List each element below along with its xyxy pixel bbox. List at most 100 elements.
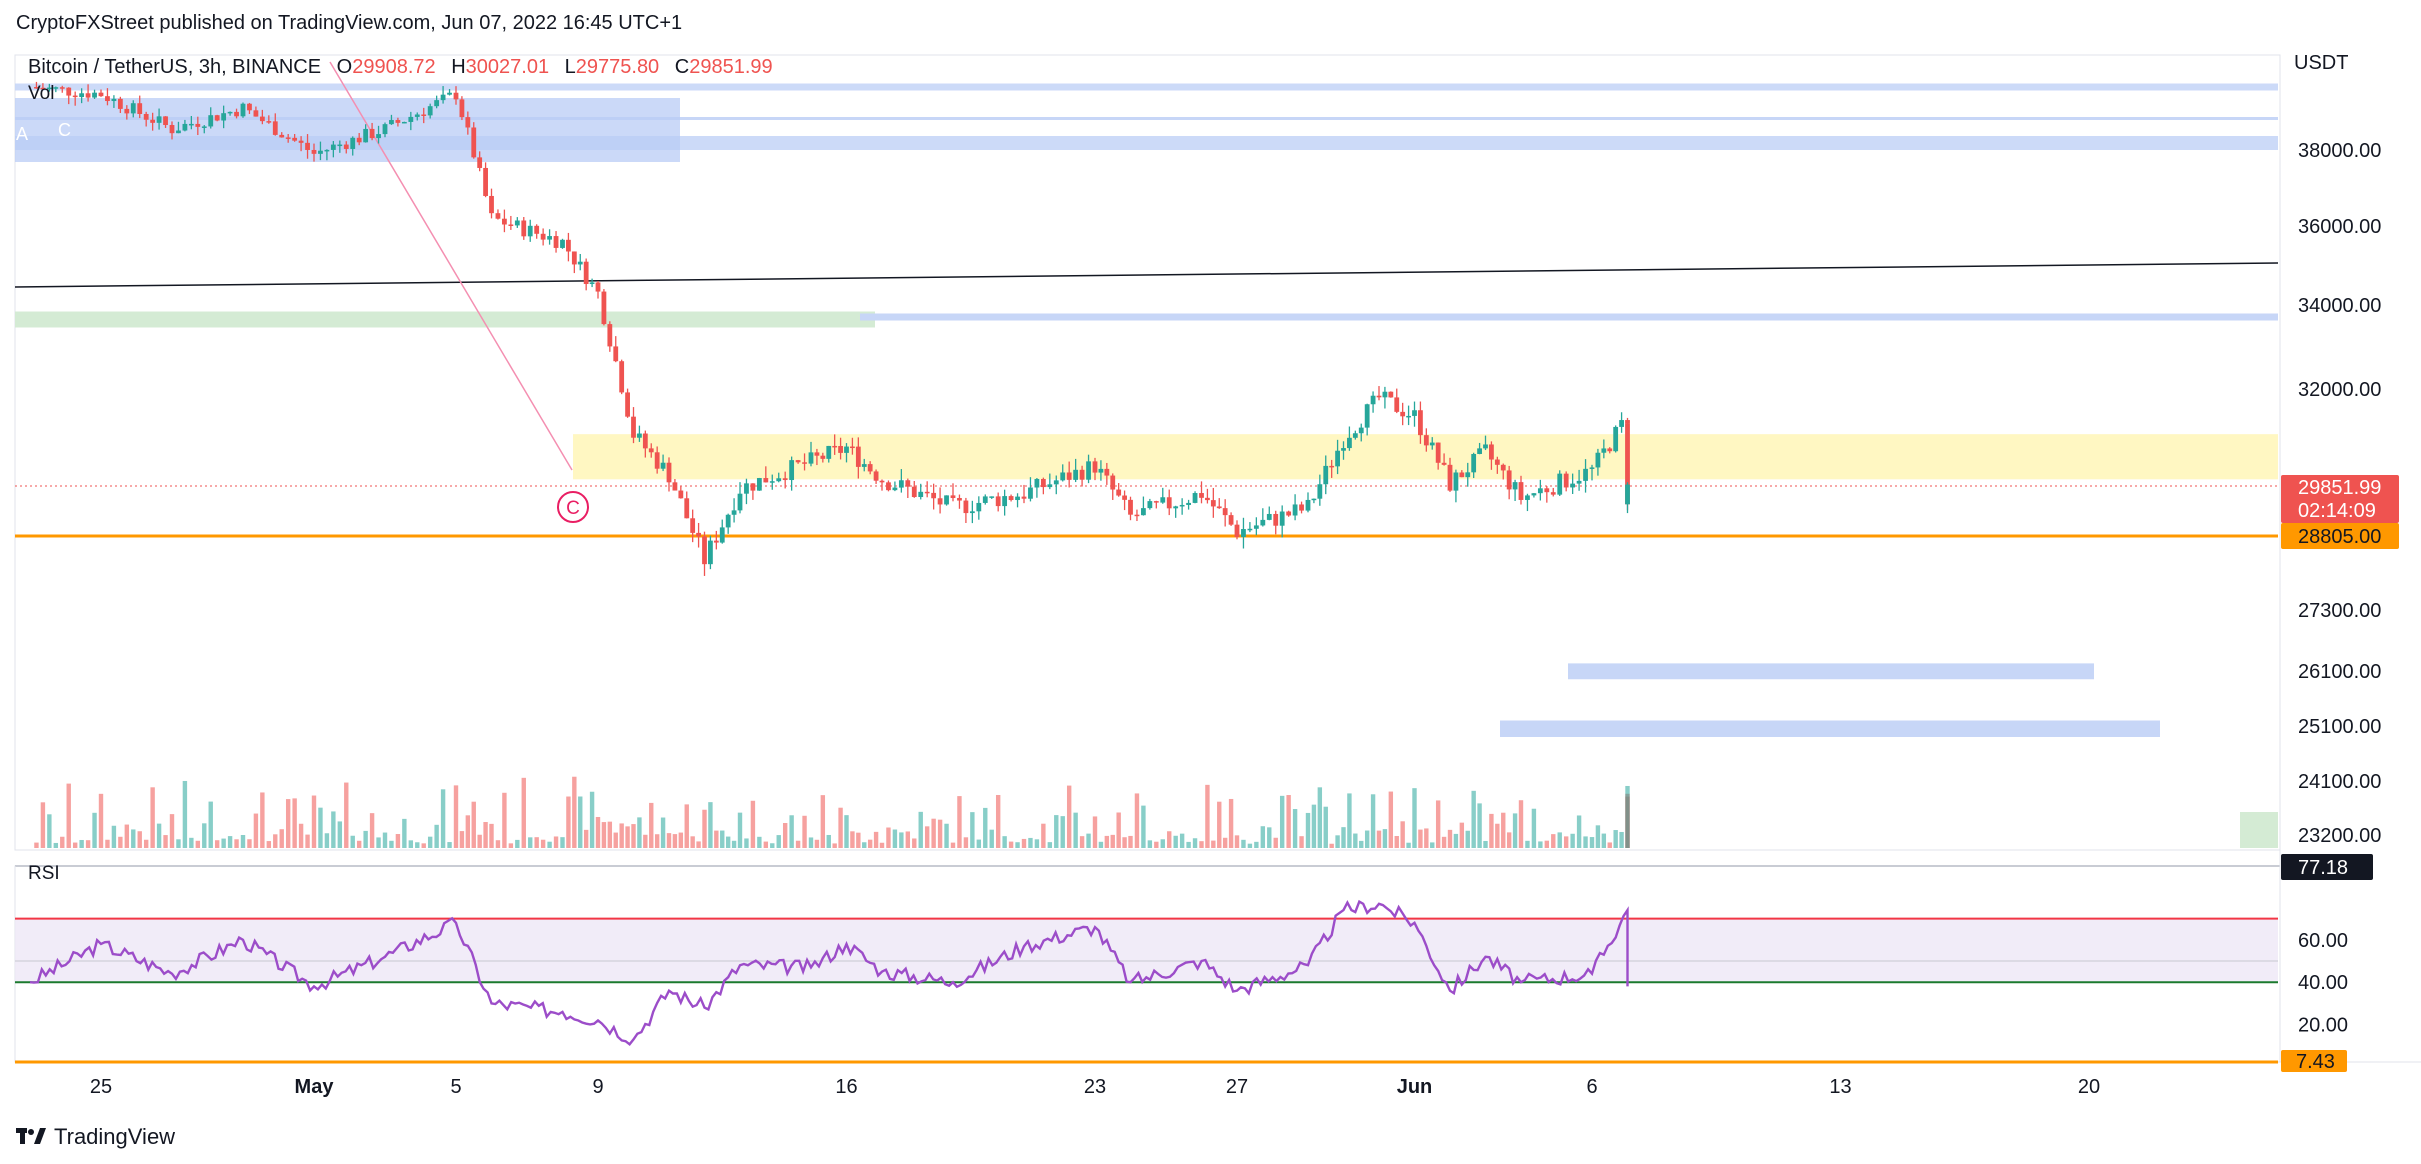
time-tick-label: 16: [835, 1076, 857, 1098]
candle-body: [737, 493, 743, 511]
volume-bar: [1092, 816, 1098, 848]
candle-body: [1002, 496, 1008, 507]
candle-body: [1134, 514, 1140, 517]
time-tick-label: Jun: [1397, 1076, 1433, 1098]
volume-bar: [1506, 832, 1512, 848]
candle-body: [1500, 464, 1506, 471]
volume-bar: [708, 802, 713, 848]
volume-bar: [447, 842, 452, 848]
volume-bar: [1495, 823, 1500, 848]
candle-body: [637, 433, 642, 438]
last-price-value: 29851.99: [2298, 477, 2381, 499]
volume-bar: [1110, 834, 1115, 848]
candle-body: [969, 511, 975, 514]
candle-body: [534, 225, 540, 234]
candle-body: [1400, 411, 1406, 417]
volume-bar: [1430, 842, 1435, 848]
candle-body: [279, 134, 285, 138]
volume-bar: [1317, 787, 1323, 848]
last-price-badge: [2281, 475, 2399, 524]
candle-body: [188, 123, 194, 126]
candle-body: [898, 480, 904, 488]
volume-bar: [434, 824, 439, 848]
volume-bar: [690, 836, 695, 848]
volume-bar: [1247, 843, 1253, 848]
volume-bar: [776, 835, 781, 848]
candle-body: [1079, 469, 1085, 480]
price-tick-label: 36000.00: [2298, 216, 2381, 238]
volume-bar: [1538, 841, 1543, 848]
candle-body: [708, 540, 713, 565]
candle-body: [1073, 469, 1079, 480]
tradingview-logo[interactable]: TradingView: [16, 1124, 175, 1150]
volume-bar: [489, 823, 494, 848]
volume-bar: [92, 812, 97, 848]
candles: [34, 81, 1630, 576]
volume-bar: [1260, 826, 1266, 848]
candle-body: [540, 233, 546, 240]
volume-bar: [684, 804, 689, 848]
volume-bar: [1394, 836, 1399, 848]
candle-body: [150, 119, 156, 123]
volume-bar: [163, 835, 168, 848]
candle-body: [1376, 395, 1382, 398]
volume-bar: [832, 843, 837, 848]
candle-body: [1305, 499, 1311, 511]
volume-bar: [415, 842, 420, 848]
volume-bar: [1154, 841, 1159, 848]
volume-bar: [850, 831, 855, 848]
candle-body: [440, 94, 446, 101]
candle-body: [957, 498, 962, 501]
candle-body: [414, 114, 420, 117]
symbol-legend[interactable]: Bitcoin / TetherUS, 3h, BINANCE O29908.7…: [28, 56, 773, 79]
volume-bars: [34, 776, 1630, 848]
candle-body: [1459, 472, 1465, 478]
volume-bar: [1086, 833, 1091, 848]
time-tick-label: 25: [90, 1076, 112, 1098]
volume-bar: [1173, 835, 1178, 848]
high-label: H: [451, 56, 466, 78]
volume-bar: [1311, 804, 1317, 848]
candle-body: [483, 167, 488, 196]
volume-bar: [660, 817, 666, 848]
candle-body: [976, 502, 982, 512]
candle-body: [1092, 461, 1098, 473]
volume-bar: [1211, 840, 1216, 848]
candle-body: [1141, 508, 1146, 516]
candle-body: [1028, 487, 1033, 499]
volume-bar: [143, 839, 149, 848]
candle-body: [583, 261, 589, 285]
candle-body: [1060, 472, 1066, 481]
candle-body: [1412, 410, 1417, 416]
candle-body: [201, 126, 207, 128]
candle-body: [227, 111, 233, 114]
candle-body: [1570, 483, 1576, 488]
time-tick-label: 20: [2078, 1076, 2100, 1098]
candle-body: [950, 495, 956, 499]
price-axis[interactable]: 38000.00 36000.00 34000.00 32000.00 27300.00…: [2298, 140, 2381, 1037]
candle-body: [654, 452, 660, 469]
demand-zone: [1500, 720, 2160, 737]
candle-body: [298, 140, 304, 143]
candle-body: [879, 480, 885, 483]
volume-bar: [750, 800, 756, 848]
symbol-name[interactable]: Bitcoin / TetherUS, 3h, BINANCE: [28, 56, 322, 78]
candle-body: [989, 496, 995, 498]
volume-bar: [1400, 821, 1405, 848]
rsi-min-badge: [2281, 1050, 2347, 1072]
candle-body: [1518, 482, 1524, 500]
candle-body: [1216, 506, 1222, 509]
candle-body: [137, 103, 143, 114]
volume-bar: [1435, 800, 1441, 848]
volume-bar: [619, 823, 624, 848]
volume-bar: [566, 796, 571, 848]
candle-body: [105, 96, 110, 102]
volume-bar: [1267, 827, 1272, 848]
volume-bar: [1576, 815, 1582, 848]
time-tick-label: 5: [450, 1076, 461, 1098]
volume-bar: [1341, 827, 1346, 848]
volume-legend[interactable]: Vol: [28, 83, 55, 104]
time-axis[interactable]: 25 May 5 9 16 23 27 Jun 6 13 20: [90, 1076, 2100, 1098]
rsi-legend[interactable]: RSI: [28, 863, 60, 884]
